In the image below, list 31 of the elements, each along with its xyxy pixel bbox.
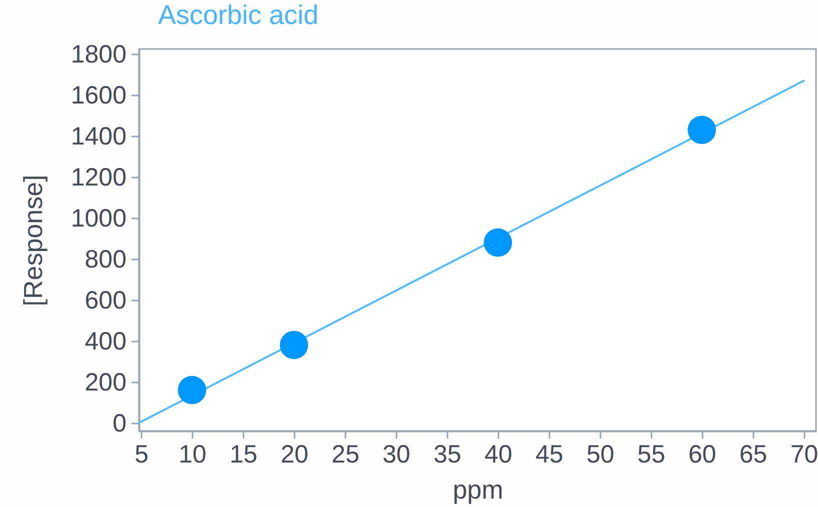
y-axis-title: [Response]	[18, 174, 48, 306]
y-tick-label: 800	[84, 245, 126, 274]
y-tick-label: 1400	[70, 122, 126, 151]
x-tick-label: 60	[688, 440, 716, 468]
y-tick-label: 1200	[70, 164, 126, 192]
y-tick-label: 1600	[70, 82, 126, 110]
point	[178, 376, 206, 404]
x-tick-label: 10	[178, 440, 206, 468]
x-tick-label: 25	[332, 440, 360, 468]
point	[484, 228, 512, 257]
point	[280, 330, 308, 360]
x-axis-title: ppm	[452, 474, 504, 504]
y-tick-label: 1800	[70, 40, 126, 69]
x-tick-label: 30	[382, 440, 410, 468]
y-tick-label: 1000	[70, 204, 126, 232]
x-tick-label: 40	[484, 440, 512, 468]
y-tick-label: 0	[112, 409, 126, 438]
x-tick-label: 45	[535, 440, 564, 468]
x-tick-label: 15	[230, 440, 258, 468]
x-tick-label: 35	[434, 440, 462, 468]
y-tick-label: 400	[84, 327, 126, 356]
y-tick-label: 600	[84, 286, 126, 314]
x-tick-label: 20	[280, 440, 308, 468]
x-tick-label: 65	[739, 440, 768, 468]
x-tick-label: 70	[790, 440, 818, 468]
x-tick-label: 5	[134, 440, 148, 468]
x-tick-label: 50	[586, 440, 614, 468]
chart-title: Ascorbic acid	[158, 0, 319, 30]
x-tick-label: 55	[637, 440, 666, 468]
y-tick-label: 200	[84, 368, 126, 396]
point	[688, 116, 716, 144]
